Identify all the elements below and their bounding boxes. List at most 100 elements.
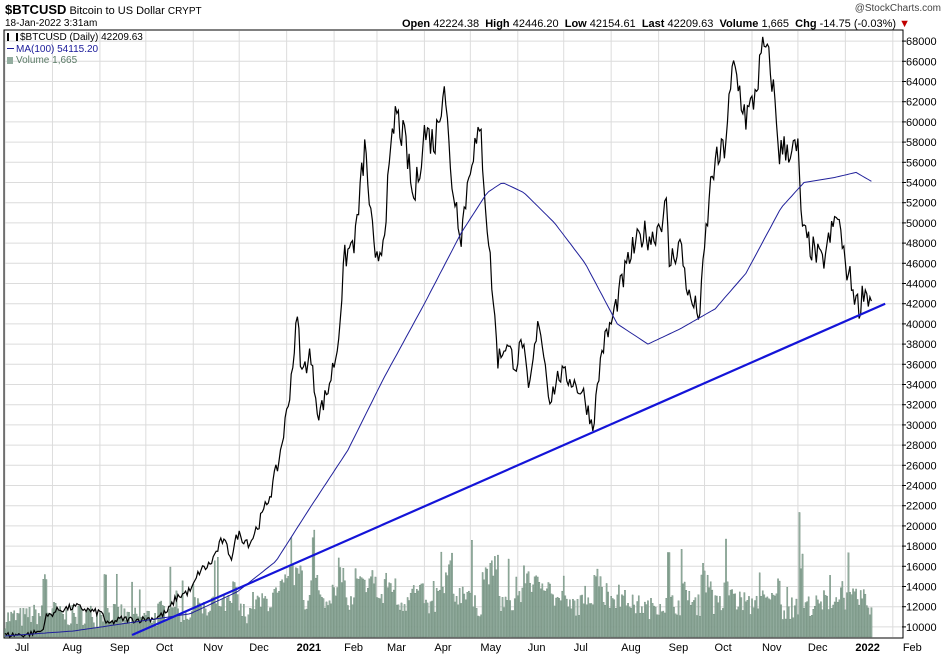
volume-bar (728, 595, 730, 638)
volume-bar (442, 586, 444, 638)
symbol: $BTCUSD (5, 2, 67, 17)
instrument-name: Bitcoin to US Dollar (69, 5, 165, 17)
volume-bar (494, 556, 496, 638)
volume-bar (679, 615, 681, 638)
volume-bar (178, 614, 181, 638)
chg-value: -14.75 (-0.03%) (819, 18, 897, 30)
volume-bar (778, 580, 781, 638)
volume-bar (706, 574, 709, 638)
volume-bar (224, 611, 227, 638)
volume-bar (576, 599, 579, 638)
volume-bar (100, 615, 103, 638)
volume-bar (425, 599, 427, 638)
volume-bar (774, 595, 776, 638)
volume-bar (587, 597, 590, 638)
volume-bar (699, 615, 701, 638)
volume-bar (651, 603, 654, 638)
volume-bar (530, 591, 533, 638)
volume-bar (503, 607, 505, 638)
volume-bar (748, 596, 750, 638)
x-tick-label: Jun (528, 642, 546, 654)
volume-bar (717, 602, 720, 638)
volume-bar (662, 610, 665, 638)
ohlc-summary: Open 42224.38 High 42446.20 Low 42154.61… (402, 18, 910, 30)
volume-bar (645, 604, 648, 638)
volume-bar (527, 571, 530, 638)
volume-bar (504, 596, 507, 638)
volume-bar (803, 608, 805, 638)
x-tick-label: Apr (434, 642, 451, 654)
volume-bar (469, 592, 472, 638)
volume-bar (429, 601, 432, 638)
volume-bar (363, 579, 366, 638)
volume-bar (341, 582, 343, 638)
volume-bar (633, 604, 635, 638)
volume-bar (616, 594, 619, 638)
volume-bar (722, 608, 724, 638)
volume-bar (351, 604, 354, 638)
volume-bar (674, 613, 677, 638)
volume-bar (815, 595, 818, 638)
x-tick-label: 2022 (855, 642, 879, 654)
volume-bar (536, 576, 539, 638)
volume-bar (37, 613, 40, 638)
volume-bar (111, 620, 114, 638)
volume-bar (105, 574, 107, 638)
volume-bar (809, 616, 812, 638)
volume-bar (513, 598, 516, 638)
volume-bar (680, 549, 683, 638)
x-tick-label: Feb (344, 642, 363, 654)
volume-bar (538, 582, 541, 638)
volume-bar (719, 596, 721, 638)
volume-bar (40, 605, 43, 638)
volume-bar (5, 622, 8, 638)
volume-bar (841, 581, 844, 638)
volume-bar (296, 568, 299, 638)
volume-bar (464, 599, 467, 638)
volume-bar (555, 597, 557, 638)
volume-bar (445, 572, 447, 638)
x-tick-label: Jul (574, 642, 588, 654)
watermark: @StockCharts.com (854, 3, 941, 14)
volume-bar (282, 582, 285, 638)
volume-bar (146, 610, 149, 638)
volume-bar (197, 598, 199, 638)
volume-bar (738, 591, 741, 638)
volume-bar (578, 615, 580, 638)
volume-bar (524, 583, 527, 638)
volume-bar (128, 612, 130, 638)
volume-bar (595, 576, 597, 638)
x-tick-label: Oct (156, 642, 173, 654)
volume-bar (14, 620, 17, 638)
volume-bar (561, 590, 564, 638)
volume-bar (463, 593, 466, 638)
volume-bar (835, 597, 838, 638)
volume-bar (768, 598, 770, 638)
volume-bar (91, 617, 94, 638)
volume-bar (25, 608, 28, 638)
volume-bar (157, 603, 159, 638)
volume-bar (434, 611, 436, 638)
volume-bar (155, 625, 158, 638)
volume-bar (21, 625, 23, 638)
volume-bar (377, 597, 380, 638)
y-tick-label: 40000 (906, 319, 937, 331)
volume-bar (232, 581, 234, 638)
volume-bar (285, 578, 288, 638)
volume-bar (772, 594, 775, 638)
volume-bar (423, 603, 426, 638)
volume-bar (818, 603, 821, 638)
volume-bar (866, 605, 868, 638)
volume-bar (166, 620, 169, 638)
volume-bar (137, 616, 140, 638)
volume-bar (34, 609, 37, 638)
volume-bar (380, 594, 383, 638)
volume-bar (582, 603, 585, 638)
legend-ma: MA(100) 54115.20 (7, 44, 98, 55)
volume-bar (478, 616, 481, 638)
volume-bar (734, 593, 737, 638)
volume-bar (702, 563, 704, 638)
volume-bar (54, 603, 57, 638)
volume-bar (428, 613, 430, 638)
volume-bar (108, 612, 110, 638)
